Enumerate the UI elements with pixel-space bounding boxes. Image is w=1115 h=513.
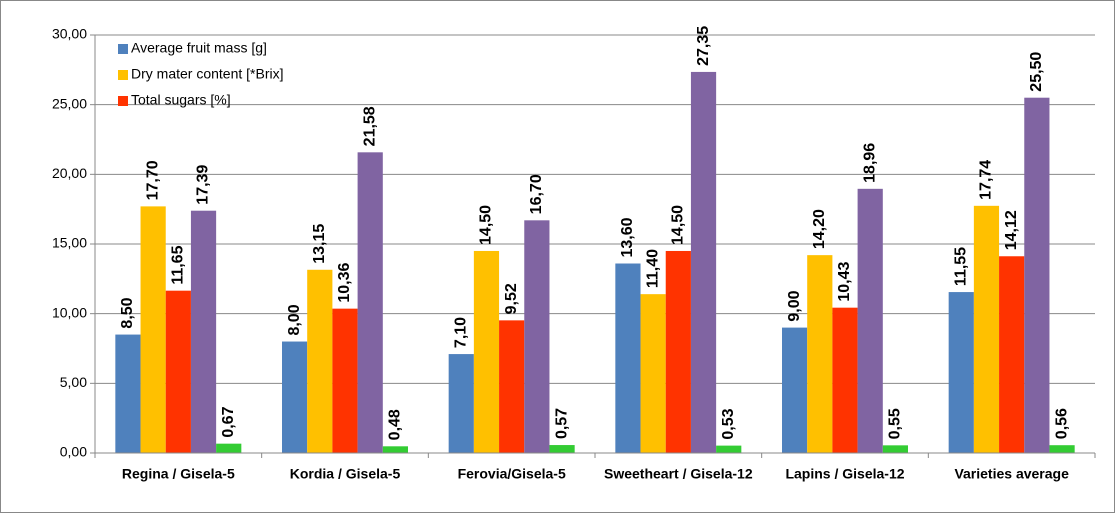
value-label: 27,35 [695, 26, 712, 66]
value-label: 11,65 [170, 245, 187, 284]
bar [140, 206, 166, 453]
bar [857, 188, 883, 453]
value-label: 17,70 [144, 160, 161, 200]
y-tick-label: 20,00 [52, 165, 87, 181]
value-label: 9,52 [503, 283, 520, 314]
bar [665, 250, 691, 453]
bar [832, 307, 858, 453]
bar [999, 256, 1025, 453]
value-label: 0,53 [720, 408, 737, 439]
bar [448, 354, 474, 453]
bar [716, 445, 742, 453]
value-label: 9,00 [786, 290, 803, 321]
y-tick-label: 5,00 [60, 374, 87, 390]
bar [473, 250, 500, 453]
legend-swatch [118, 44, 128, 54]
value-label: 13,60 [619, 217, 636, 257]
y-tick-label: 15,00 [52, 235, 87, 251]
value-label: 14,12 [1003, 210, 1020, 250]
value-label: 0,67 [220, 406, 237, 437]
legend-label: Average fruit mass [g] [131, 40, 267, 56]
x-tick-label: Ferovia/Gisela-5 [458, 466, 566, 482]
bar [524, 220, 550, 453]
bar [165, 290, 191, 453]
legend-swatch [118, 70, 128, 80]
bar [615, 263, 641, 453]
bar [382, 446, 408, 453]
value-label: 8,00 [286, 304, 303, 335]
value-label: 17,74 [978, 160, 995, 200]
value-label: 0,48 [387, 409, 404, 440]
value-label: 14,50 [478, 205, 495, 245]
value-label: 11,40 [644, 249, 661, 288]
legend-label: Total sugars [%] [131, 92, 231, 108]
bar [307, 269, 333, 453]
value-label: 16,70 [528, 174, 545, 214]
bar [190, 210, 217, 453]
bar [948, 292, 974, 453]
bar [332, 308, 358, 453]
bar [549, 445, 575, 453]
bar [282, 341, 308, 453]
bar [499, 320, 525, 453]
value-label: 0,57 [553, 408, 570, 439]
bar [216, 443, 242, 453]
bar [690, 71, 717, 453]
value-label: 18,96 [861, 143, 878, 183]
x-tick-label: Regina / Gisela-5 [122, 466, 235, 482]
y-tick-label: 25,00 [52, 95, 87, 111]
value-label: 0,56 [1053, 408, 1070, 439]
x-tick-label: Sweetheart / Gisela-12 [604, 466, 753, 482]
bar [807, 255, 833, 453]
bar [640, 294, 666, 453]
x-tick-label: Lapins / Gisela-12 [785, 466, 904, 482]
value-label: 21,58 [361, 106, 378, 146]
bar [973, 205, 1000, 453]
y-tick-label: 10,00 [52, 304, 87, 320]
value-label: 14,20 [811, 209, 828, 249]
value-label: 17,39 [195, 165, 212, 205]
bar [115, 334, 141, 453]
bar [357, 152, 383, 453]
bar [882, 445, 908, 453]
value-label: 10,43 [836, 262, 853, 302]
x-tick-label: Varieties average [954, 466, 1069, 482]
value-label: 13,15 [311, 224, 328, 264]
y-tick-label: 0,00 [60, 444, 87, 460]
value-label: 7,10 [452, 317, 469, 348]
x-tick-label: Kordia / Gisela-5 [290, 466, 401, 482]
value-label: 11,55 [952, 247, 969, 286]
bar [1049, 445, 1075, 453]
bar [782, 327, 808, 453]
value-label: 14,50 [670, 205, 687, 245]
value-label: 0,55 [887, 408, 904, 439]
legend-label: Dry mater content [*Brix] [131, 66, 284, 82]
value-label: 10,36 [336, 263, 353, 303]
legend-swatch [118, 96, 128, 106]
bar [1024, 97, 1050, 453]
y-tick-label: 30,00 [52, 26, 87, 42]
value-label: 8,50 [119, 297, 136, 328]
value-label: 25,50 [1028, 52, 1045, 92]
